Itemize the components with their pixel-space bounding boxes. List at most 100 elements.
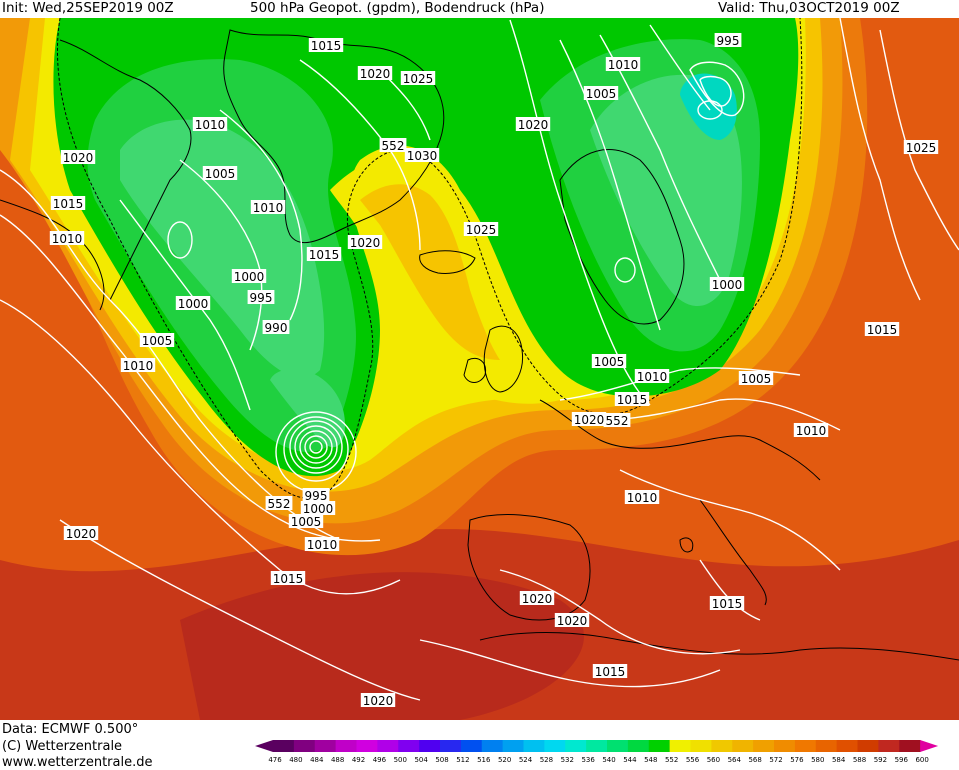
isobar-label: 1005 — [139, 333, 175, 348]
isobar-label: 995 — [714, 33, 742, 48]
init-time-label: Init: Wed,25SEP2019 00Z — [2, 0, 174, 16]
svg-text:1030: 1030 — [407, 149, 438, 163]
isobar-label: 1000 — [175, 296, 211, 311]
svg-text:1010: 1010 — [796, 424, 827, 438]
scale-color-box — [273, 740, 295, 752]
scale-color-box — [398, 740, 420, 752]
data-source-label: Data: ECMWF 0.500° — [2, 722, 139, 737]
scale-tick-label: 596 — [895, 756, 909, 764]
isobar-label: 1010 — [634, 369, 670, 384]
isobar-label: 1005 — [738, 371, 774, 386]
svg-text:1010: 1010 — [52, 232, 83, 246]
scale-tick-label: 576 — [790, 756, 804, 764]
svg-text:990: 990 — [265, 321, 288, 335]
scale-color-box — [419, 740, 441, 752]
svg-text:1005: 1005 — [205, 167, 236, 181]
scale-color-box — [377, 740, 399, 752]
scale-tick-label: 564 — [728, 756, 742, 764]
isobar-label: 1010 — [624, 490, 660, 505]
isobar-label: 1020 — [571, 412, 607, 427]
scale-tick-label: 476 — [268, 756, 282, 764]
svg-text:1000: 1000 — [234, 270, 265, 284]
scale-tick-label: 528 — [540, 756, 553, 764]
scale-color-box — [627, 740, 650, 752]
svg-text:995: 995 — [305, 489, 328, 503]
isobar-label: 1015 — [592, 664, 628, 679]
scale-tick-label: 504 — [414, 756, 428, 764]
coastlines — [0, 29, 959, 661]
scale-color-box — [356, 740, 378, 752]
isobar-label: 995 — [247, 290, 275, 305]
svg-text:1015: 1015 — [595, 665, 626, 679]
svg-text:1020: 1020 — [350, 236, 381, 250]
svg-text:1020: 1020 — [522, 592, 553, 606]
isobar-label: 995 — [302, 488, 330, 503]
scale-color-box — [878, 740, 900, 752]
svg-text:1010: 1010 — [123, 359, 154, 373]
map-title: 500 hPa Geopot. (gpdm), Bodendruck (hPa) — [250, 0, 545, 16]
svg-text:995: 995 — [717, 34, 740, 48]
isobar-label: 1015 — [864, 322, 900, 337]
scale-color-box — [481, 740, 504, 752]
isobar-label: 1000 — [709, 277, 745, 292]
isobar-label: 1020 — [515, 117, 551, 132]
scale-tick-label: 492 — [352, 756, 365, 764]
isobar-label: 1010 — [192, 117, 228, 132]
scale-tick-label: 508 — [435, 756, 448, 764]
scale-tick-label: 552 — [665, 756, 678, 764]
svg-text:1010: 1010 — [608, 58, 639, 72]
scale-tick-label: 496 — [373, 756, 387, 764]
scale-color-box — [293, 740, 316, 752]
copyright-label: (C) Wetterzentrale — [2, 739, 123, 754]
scale-tick-label: 584 — [832, 756, 846, 764]
isobar-label: 1020 — [519, 591, 555, 606]
svg-text:995: 995 — [250, 291, 273, 305]
svg-text:1020: 1020 — [557, 614, 588, 628]
svg-text:1015: 1015 — [712, 597, 743, 611]
isobar-label: 1020 — [347, 235, 383, 250]
scale-tick-label: 500 — [394, 756, 407, 764]
scale-color-box — [314, 740, 337, 752]
svg-text:552: 552 — [606, 414, 629, 428]
isobar-label: 1010 — [250, 200, 286, 215]
scale-tick-label: 480 — [289, 756, 302, 764]
svg-text:1010: 1010 — [195, 118, 226, 132]
scale-color-box — [565, 740, 587, 752]
scale-tick-label: 516 — [477, 756, 491, 764]
svg-text:1015: 1015 — [617, 393, 648, 407]
scale-tick-label: 484 — [310, 756, 324, 764]
scale-arrow-left — [255, 740, 273, 752]
isobar-label: 552 — [603, 413, 631, 428]
isobar-label: 1000 — [300, 501, 336, 516]
scale-tick-label: 536 — [581, 756, 595, 764]
svg-text:1015: 1015 — [309, 248, 340, 262]
isobar-label: 1025 — [400, 71, 436, 86]
isobar-label: 1010 — [120, 358, 156, 373]
scale-color-box — [690, 740, 712, 752]
scale-color-box — [711, 740, 733, 752]
isobar-label: 1015 — [50, 196, 86, 211]
isobar-label: 1015 — [308, 38, 344, 53]
scale-tick-label: 592 — [874, 756, 887, 764]
scale-color-box — [732, 740, 754, 752]
scale-tick-label: 548 — [644, 756, 657, 764]
svg-text:1015: 1015 — [53, 197, 84, 211]
scale-color-box — [836, 740, 858, 752]
svg-text:552: 552 — [268, 497, 291, 511]
isobar-label: 1030 — [404, 148, 440, 163]
isobar-label: 552 — [379, 138, 407, 153]
geopot-552-contour — [57, 18, 803, 499]
isobar-label: 1015 — [270, 571, 306, 586]
svg-text:1025: 1025 — [466, 223, 497, 237]
isobar-label: 990 — [262, 320, 290, 335]
scale-tick-label: 520 — [498, 756, 511, 764]
scale-tick-label: 524 — [519, 756, 533, 764]
isobar-label: 552 — [265, 496, 293, 511]
scale-color-box — [857, 740, 879, 752]
svg-text:1020: 1020 — [574, 413, 605, 427]
svg-text:1005: 1005 — [142, 334, 173, 348]
isobar-label: 1020 — [63, 526, 99, 541]
svg-text:1015: 1015 — [311, 39, 342, 53]
isobar-label: 1010 — [304, 537, 340, 552]
